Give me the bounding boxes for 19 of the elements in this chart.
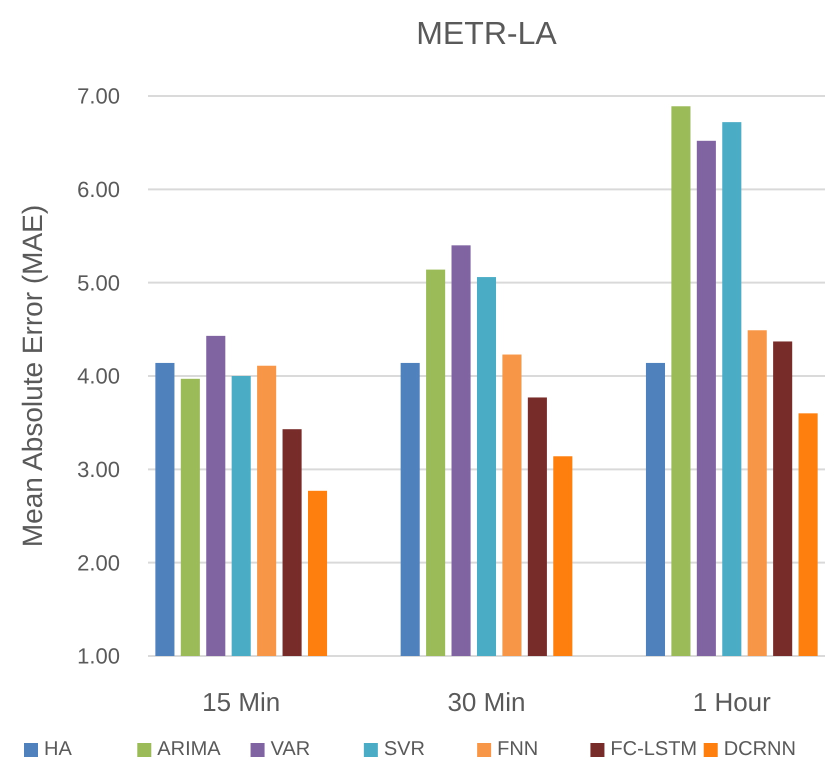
legend-label: VAR [270,738,310,760]
y-tick-label: 1.00 [77,644,120,669]
y-tick-label: 4.00 [77,364,120,389]
legend-label: DCRNN [724,738,796,760]
y-tick-label: 5.00 [77,270,120,296]
y-tick-label: 7.00 [77,84,120,109]
legend-label: HA [44,738,72,760]
chart-title: METR-LA [416,15,558,51]
x-tick-label: 30 Min [447,687,526,717]
legend-label: FNN [497,738,538,760]
y-axis-title: Mean Absolute Error (MAE) [17,204,48,548]
y-tick-label: 2.00 [77,550,120,576]
x-tick-label: 15 Min [202,687,280,717]
legend-label: SVR [384,738,425,760]
legend-label: ARIMA [157,738,222,760]
y-tick-label: 6.00 [77,177,120,202]
legend-label: FC-LSTM [610,738,698,760]
x-tick-label: 1 Hour [692,687,772,717]
y-tick-label: 3.00 [77,457,120,482]
